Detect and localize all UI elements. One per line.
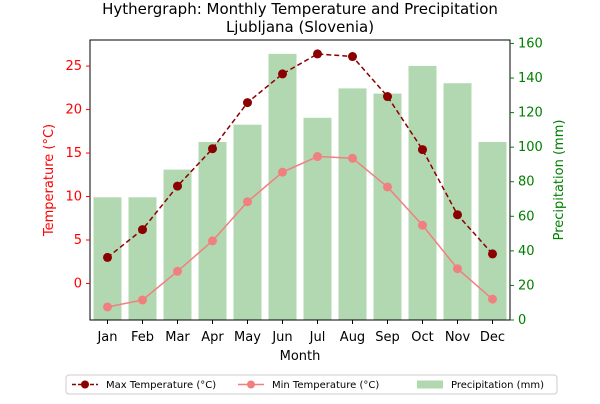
- y-right-tick-label: 0: [518, 313, 526, 328]
- legend-box: [65, 374, 558, 395]
- x-tick-label: Jun: [271, 330, 292, 345]
- y-left-tick-label: 20: [65, 103, 82, 118]
- max-temp-point-dec: [488, 249, 497, 259]
- y-axis-left-label: Temperature (°C): [42, 124, 57, 237]
- min-temp-point-jul: [313, 152, 322, 162]
- max-temp-point-apr: [208, 144, 217, 154]
- min-temp-point-jan: [103, 302, 112, 312]
- y-left-tick-label: 15: [65, 146, 82, 161]
- y-axis-right-label: Precipitation (mm): [552, 120, 567, 241]
- x-tick-label: Dec: [480, 330, 505, 345]
- min-temp-point-jun: [278, 167, 287, 177]
- precipitation-bar-sep: [373, 93, 402, 320]
- max-temp-point-jan: [103, 252, 112, 262]
- legend-marker-swatch: [81, 380, 89, 389]
- x-tick-label: Aug: [340, 330, 365, 345]
- chart-title-line1: Hythergraph: Monthly Temperature and Pre…: [102, 0, 498, 18]
- max-temp-point-feb: [138, 225, 147, 235]
- x-axis-label: Month: [280, 349, 321, 364]
- y-right-tick-label: 160: [518, 36, 543, 51]
- min-temp-point-feb: [138, 295, 147, 305]
- x-tick-label: Sep: [375, 330, 400, 345]
- precipitation-bars: [93, 53, 507, 321]
- legend-label: Min Temperature (°C): [272, 380, 379, 391]
- max-temp-point-nov: [453, 210, 462, 220]
- y-right-tick-label: 20: [518, 278, 535, 293]
- min-temp-point-may: [243, 197, 252, 207]
- precipitation-bar-mar: [163, 169, 192, 320]
- x-tick-label: Feb: [131, 330, 154, 345]
- precipitation-bar-jun: [268, 53, 297, 321]
- min-temp-point-mar: [173, 266, 182, 276]
- min-temp-point-dec: [488, 294, 497, 304]
- min-temp-point-oct: [418, 220, 427, 230]
- max-temp-point-sep: [383, 92, 392, 102]
- y-right-tick-label: 60: [518, 209, 535, 224]
- max-temp-point-mar: [173, 181, 182, 191]
- chart-title-line2: Ljubljana (Slovenia): [226, 18, 374, 36]
- legend-label: Precipitation (mm): [451, 380, 544, 391]
- y-left-tick-label: 5: [74, 233, 82, 248]
- min-temp-point-aug: [348, 153, 357, 163]
- precipitation-bar-oct: [408, 65, 437, 320]
- min-temp-point-sep: [383, 182, 392, 192]
- temperature-lines: [103, 49, 497, 312]
- precipitation-bar-jul: [303, 117, 332, 321]
- precipitation-bar-dec: [478, 141, 507, 320]
- x-tick-label: Apr: [201, 330, 224, 345]
- max-temp-point-may: [243, 98, 252, 108]
- min-temp-point-nov: [453, 264, 462, 274]
- x-tick-label: Jan: [96, 330, 117, 345]
- x-tick-label: May: [234, 330, 261, 345]
- x-tick-label: Mar: [165, 330, 190, 345]
- max-temp-point-aug: [348, 52, 357, 62]
- precipitation-bar-nov: [443, 83, 472, 321]
- max-temp-line: [107, 53, 494, 258]
- y-left-tick-label: 0: [74, 276, 82, 291]
- y-right-tick-label: 100: [518, 140, 543, 155]
- max-temp-point-jun: [278, 69, 287, 79]
- y-right-tick-label: 140: [518, 71, 543, 86]
- x-tick-label: Oct: [411, 330, 433, 345]
- precipitation-bar-may: [233, 124, 262, 320]
- x-tick-label: Nov: [445, 330, 471, 345]
- y-right-tick-label: 80: [518, 175, 535, 190]
- y-left-tick-label: 10: [65, 190, 82, 205]
- min-temp-point-apr: [208, 236, 217, 246]
- chart-legend: Max Temperature (°C) Min Temperature (°C)…: [65, 374, 558, 395]
- max-temp-point-oct: [418, 145, 427, 155]
- y-left-tick-label: 25: [65, 59, 82, 74]
- min-temp-line: [107, 155, 493, 308]
- y-right-tick-label: 120: [518, 106, 543, 121]
- legend-label: Max Temperature (°C): [106, 380, 216, 391]
- precipitation-bar-aug: [338, 88, 367, 320]
- x-tick-label: Jul: [309, 330, 326, 345]
- legend-bar-swatch: [417, 380, 443, 389]
- max-temp-point-jul: [313, 49, 322, 59]
- y-right-tick-label: 40: [518, 244, 535, 259]
- chart-axes: 0 5 10 15 20 25 0 20 40 60 80 100 120 140 160 Jan Feb Mar…: [65, 36, 542, 345]
- legend-marker-swatch: [247, 380, 255, 389]
- plot-frame: [89, 39, 511, 321]
